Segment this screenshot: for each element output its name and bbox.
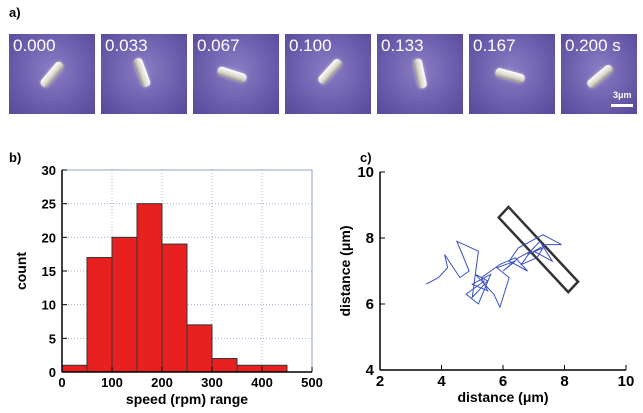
microscopy-frame-strip: 0.000 0.033 0.067 0.100 0.133 0.167 0.200 s 3μm <box>0 0 643 120</box>
x-tick-label: 2 <box>376 373 384 390</box>
x-axis-label: speed (rpm) range <box>126 391 248 407</box>
histogram-bar <box>86 257 113 373</box>
x-tick-label: 100 <box>101 375 123 390</box>
scale-bar <box>611 104 633 107</box>
microscopy-frame: 0.100 <box>285 34 371 114</box>
nanorod-image <box>316 57 344 86</box>
frame-time-label: 0.100 <box>289 36 332 55</box>
x-tick-label: 10 <box>618 373 635 390</box>
frame-time-label: 0.133 <box>381 36 424 55</box>
histogram-bar <box>236 364 263 373</box>
frame-time-label: 0.000 <box>13 36 56 55</box>
microscopy-frame: 0.200 s 3μm <box>561 34 637 114</box>
x-tick-label: 8 <box>560 373 568 390</box>
nanorod-image <box>216 65 248 84</box>
frame-time-label: 0.033 <box>105 36 148 55</box>
microscopy-frame: 0.000 <box>9 34 95 114</box>
scale-bar-label: 3μm <box>613 90 632 100</box>
trajectory-line <box>425 234 562 309</box>
frame-time-label: 0.167 <box>473 36 516 55</box>
y-tick-label: 4 <box>366 362 375 379</box>
x-tick-label: 4 <box>437 373 446 390</box>
nanorod-image <box>38 60 66 89</box>
y-tick-label: 25 <box>42 197 56 212</box>
histogram-bar <box>186 324 213 373</box>
histogram-bar <box>136 203 163 373</box>
frame-time-label: 0.067 <box>197 36 240 55</box>
microscopy-frame: 0.167 <box>469 34 555 114</box>
y-tick-label: 0 <box>49 365 56 380</box>
y-tick-label: 15 <box>42 264 56 279</box>
y-tick-label: 5 <box>49 331 56 346</box>
nanorod-image <box>132 56 152 89</box>
microscopy-frame: 0.067 <box>193 34 279 114</box>
rod-outline <box>496 205 580 294</box>
y-axis-label: count <box>13 252 29 290</box>
microscopy-frame: 0.033 <box>101 34 187 114</box>
nanorod-image <box>494 67 526 84</box>
histogram-bar <box>161 243 188 373</box>
y-tick-label: 8 <box>366 230 374 247</box>
panel-label-a: a) <box>9 5 21 20</box>
y-tick-label: 10 <box>42 298 56 313</box>
y-tick-label: 30 <box>42 163 56 178</box>
x-tick-label: 300 <box>201 375 223 390</box>
x-tick-label: 0 <box>58 375 65 390</box>
panel-label-b: b) <box>9 150 22 165</box>
y-tick-label: 20 <box>42 230 56 245</box>
x-tick-label: 500 <box>301 375 323 390</box>
histogram-bar <box>211 358 238 373</box>
panel-label-c: c) <box>360 150 372 165</box>
nanorod-image <box>412 57 428 90</box>
histogram-bar <box>61 364 88 373</box>
microscopy-frame: 0.133 <box>377 34 463 114</box>
x-tick-label: 400 <box>251 375 273 390</box>
x-tick-label: 200 <box>151 375 173 390</box>
y-tick-label: 10 <box>357 164 374 181</box>
x-tick-label: 6 <box>499 373 507 390</box>
speed-histogram: 0 100 200 300 400 500 0 5 10 15 20 25 30 speed (rpm) … <box>13 163 323 407</box>
histogram-bar <box>261 364 288 373</box>
y-axis-label: distance (μm) <box>337 225 353 316</box>
y-tick-label: 6 <box>366 296 374 313</box>
frame-time-label: 0.200 s <box>565 36 621 55</box>
histogram-bar <box>111 236 138 373</box>
nanorod-image <box>585 63 615 90</box>
x-axis-label: distance (μm) <box>457 389 548 405</box>
